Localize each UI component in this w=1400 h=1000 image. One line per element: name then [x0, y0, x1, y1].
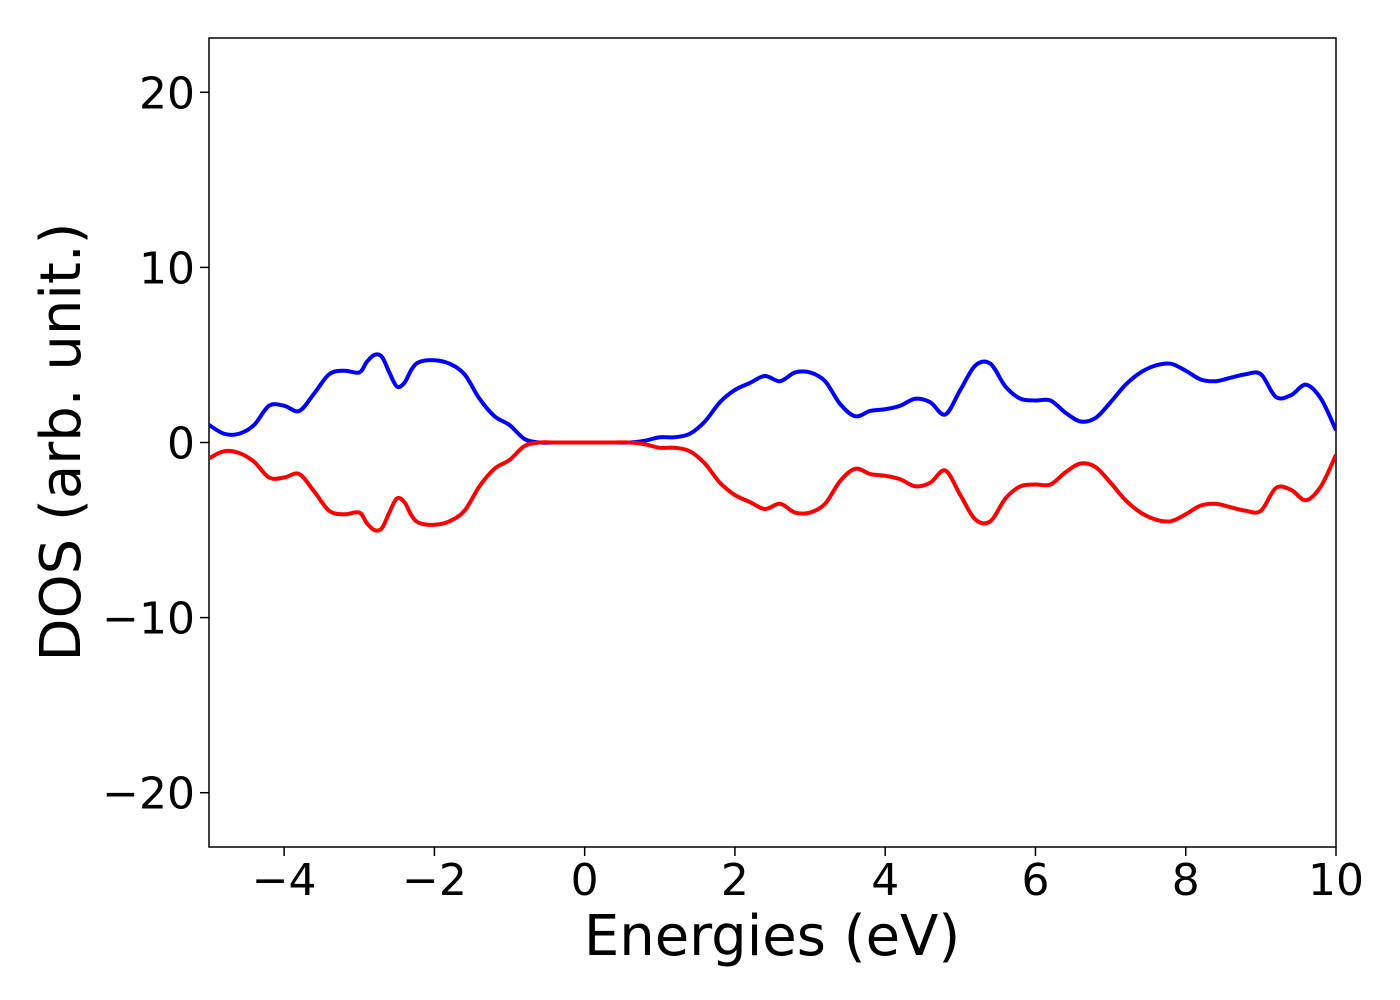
y-tick-label: −10	[102, 594, 195, 645]
series-layer	[209, 352, 1336, 533]
y-tick-label: 0	[167, 419, 195, 470]
x-tick-label: −2	[402, 855, 467, 906]
y-tick-label: −20	[102, 769, 195, 820]
x-tick-label: 4	[871, 855, 899, 906]
y-tick-label: 20	[139, 68, 195, 119]
x-axis-label: Energies (eV)	[584, 904, 960, 969]
plot-area	[208, 37, 1337, 848]
x-tick-label: 2	[721, 855, 749, 906]
x-tick-label: 10	[1308, 855, 1364, 906]
series-line-1	[209, 352, 1336, 445]
x-axis-ticks: −4 −2 0 2 4 6 8 10	[252, 847, 1364, 906]
y-axis-label: DOS (arb. unit.)	[29, 222, 94, 661]
x-tick-label: 0	[571, 855, 599, 906]
x-tick-label: 6	[1021, 855, 1049, 906]
x-tick-label: 8	[1172, 855, 1200, 906]
y-axis-ticks: −20 −10 0 10 20	[102, 68, 209, 820]
x-tick-label: −4	[252, 855, 317, 906]
y-tick-label: 10	[139, 243, 195, 294]
series-line-2	[209, 440, 1336, 533]
